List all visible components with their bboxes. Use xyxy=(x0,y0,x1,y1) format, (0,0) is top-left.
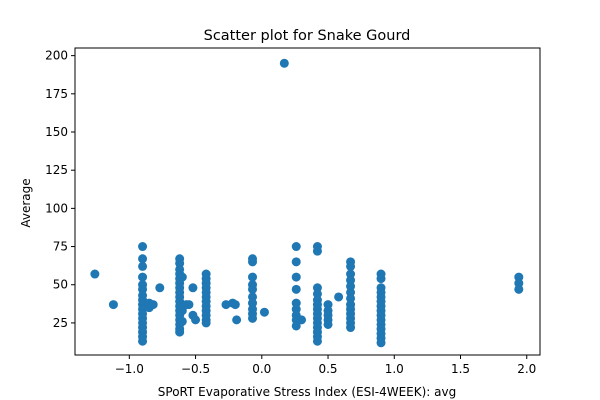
data-point xyxy=(148,300,158,310)
data-point xyxy=(291,242,301,252)
y-tick-label: 200 xyxy=(45,49,68,63)
data-point xyxy=(376,274,386,284)
data-point xyxy=(138,254,148,264)
data-point xyxy=(323,319,333,329)
y-axis-ticks: 25 50 75 100 125 150 175 200 xyxy=(45,49,75,330)
data-point xyxy=(376,338,386,348)
y-tick-label: 175 xyxy=(45,87,68,101)
data-point xyxy=(297,315,307,325)
data-point xyxy=(291,257,301,267)
x-axis-label: SPoRT Evaporative Stress Index (ESI-4WEE… xyxy=(158,385,456,399)
data-point xyxy=(188,283,198,293)
data-point xyxy=(138,272,148,282)
y-tick-label: 25 xyxy=(53,316,68,330)
x-tick-label: −0.5 xyxy=(181,362,210,376)
data-point xyxy=(248,284,258,294)
data-point xyxy=(291,321,301,331)
data-point xyxy=(108,300,118,310)
data-point xyxy=(184,300,194,310)
x-tick-label: 1.0 xyxy=(385,362,404,376)
data-point xyxy=(177,316,187,326)
data-point xyxy=(230,300,240,310)
data-point xyxy=(279,58,289,68)
data-point xyxy=(259,307,269,317)
x-tick-label: −1.0 xyxy=(115,362,144,376)
x-tick-label: 1.5 xyxy=(451,362,470,376)
data-point xyxy=(248,313,258,323)
data-point xyxy=(346,323,356,333)
plot-frame xyxy=(74,47,541,356)
data-point xyxy=(248,257,258,267)
data-point xyxy=(346,261,356,271)
x-tick-label: 2.0 xyxy=(517,362,536,376)
y-tick-label: 100 xyxy=(45,201,68,215)
data-point xyxy=(201,318,211,328)
y-tick-label: 50 xyxy=(53,278,68,292)
data-point xyxy=(177,272,187,282)
y-tick-label: 75 xyxy=(53,240,68,254)
x-tick-label: 0.0 xyxy=(252,362,271,376)
data-point xyxy=(312,336,322,346)
data-point xyxy=(138,242,148,252)
data-point xyxy=(291,272,301,282)
data-point xyxy=(248,272,258,282)
data-point xyxy=(291,284,301,294)
data-point xyxy=(138,336,148,346)
data-point xyxy=(312,246,322,256)
data-point xyxy=(90,269,100,279)
data-point xyxy=(175,327,185,337)
x-axis-ticks: −1.0 −0.5 0.0 0.5 1.0 1.5 2.0 xyxy=(115,355,536,376)
data-point xyxy=(155,283,165,293)
data-point xyxy=(514,284,524,294)
data-point xyxy=(138,261,148,271)
x-tick-label: 0.5 xyxy=(318,362,337,376)
y-tick-label: 150 xyxy=(45,125,68,139)
y-axis-label: Average xyxy=(19,178,33,227)
data-point xyxy=(334,292,344,302)
data-points xyxy=(90,58,524,348)
data-point xyxy=(191,315,201,325)
y-tick-label: 125 xyxy=(45,163,68,177)
chart-title: Scatter plot for Snake Gourd xyxy=(204,28,411,44)
data-point xyxy=(232,315,242,325)
